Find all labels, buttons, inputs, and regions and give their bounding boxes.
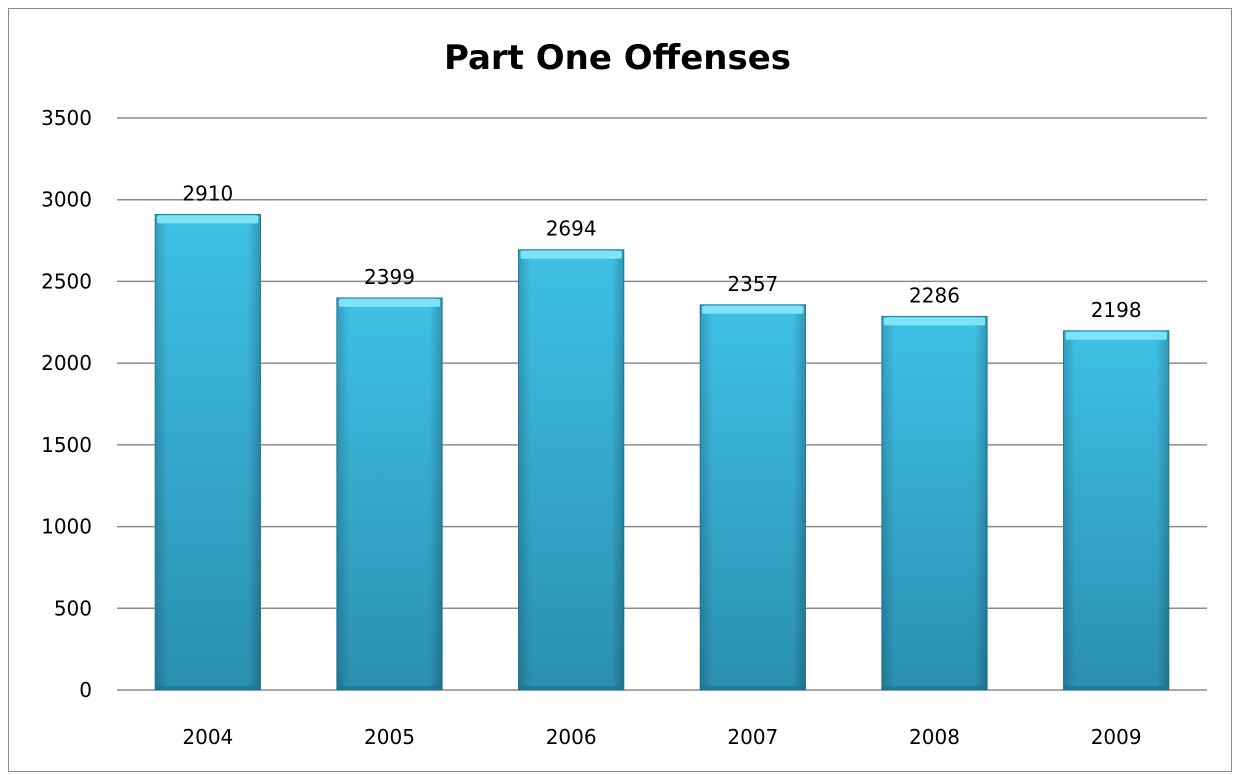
- bar-base: [155, 686, 261, 690]
- x-tick-label: 2008: [909, 725, 960, 749]
- bar-2008: [881, 315, 988, 691]
- bar-base: [881, 686, 988, 690]
- y-tick-label: 0: [79, 678, 92, 702]
- y-tick-label: 3000: [41, 188, 92, 212]
- data-label: 2198: [1091, 298, 1142, 322]
- bar-cap: [157, 215, 259, 224]
- bar-2007: [699, 304, 807, 691]
- y-tick-label: 1000: [41, 515, 92, 539]
- bar-cap: [520, 250, 622, 259]
- chart-title: Part One Offenses: [443, 38, 792, 78]
- bar-2004: [154, 213, 262, 691]
- x-tick-label: 2007: [727, 725, 778, 749]
- x-tick-label: 2005: [364, 725, 415, 749]
- y-tick-label: 2500: [41, 269, 92, 293]
- bar-base: [518, 686, 624, 690]
- bar-cap: [883, 317, 986, 326]
- labels: 0 500 1000 1500 2000 2500 3000 3500 2910 2004 2399…: [41, 106, 1142, 749]
- bar-cap: [702, 305, 804, 314]
- bar-shading: [881, 316, 988, 690]
- bar-2005: [336, 297, 443, 691]
- bar-shading: [700, 304, 806, 690]
- x-tick-label: 2006: [546, 725, 597, 749]
- bar-cap: [1065, 331, 1167, 340]
- bar-shading: [155, 214, 261, 690]
- bar-base: [700, 686, 806, 690]
- bar-cap: [338, 298, 441, 307]
- y-tick-label: 3500: [41, 106, 92, 130]
- bars: [154, 213, 1170, 691]
- data-label: 2357: [727, 272, 778, 296]
- bar-base: [336, 686, 443, 690]
- data-label: 2694: [546, 217, 597, 241]
- x-tick-label: 2004: [182, 725, 233, 749]
- bar-base: [1063, 686, 1169, 690]
- x-tick-label: 2009: [1091, 725, 1142, 749]
- bar-shading: [518, 249, 624, 690]
- y-tick-label: 500: [54, 596, 92, 620]
- data-label: 2286: [909, 283, 960, 307]
- bar-shading: [1063, 330, 1169, 690]
- gridlines: [117, 117, 1207, 691]
- bar-shading: [336, 297, 443, 690]
- bar-2009: [1062, 330, 1170, 691]
- bar-2006: [517, 249, 625, 691]
- data-label: 2910: [182, 181, 233, 205]
- data-label: 2399: [364, 265, 415, 289]
- y-tick-label: 2000: [41, 351, 92, 375]
- y-tick-label: 1500: [41, 433, 92, 457]
